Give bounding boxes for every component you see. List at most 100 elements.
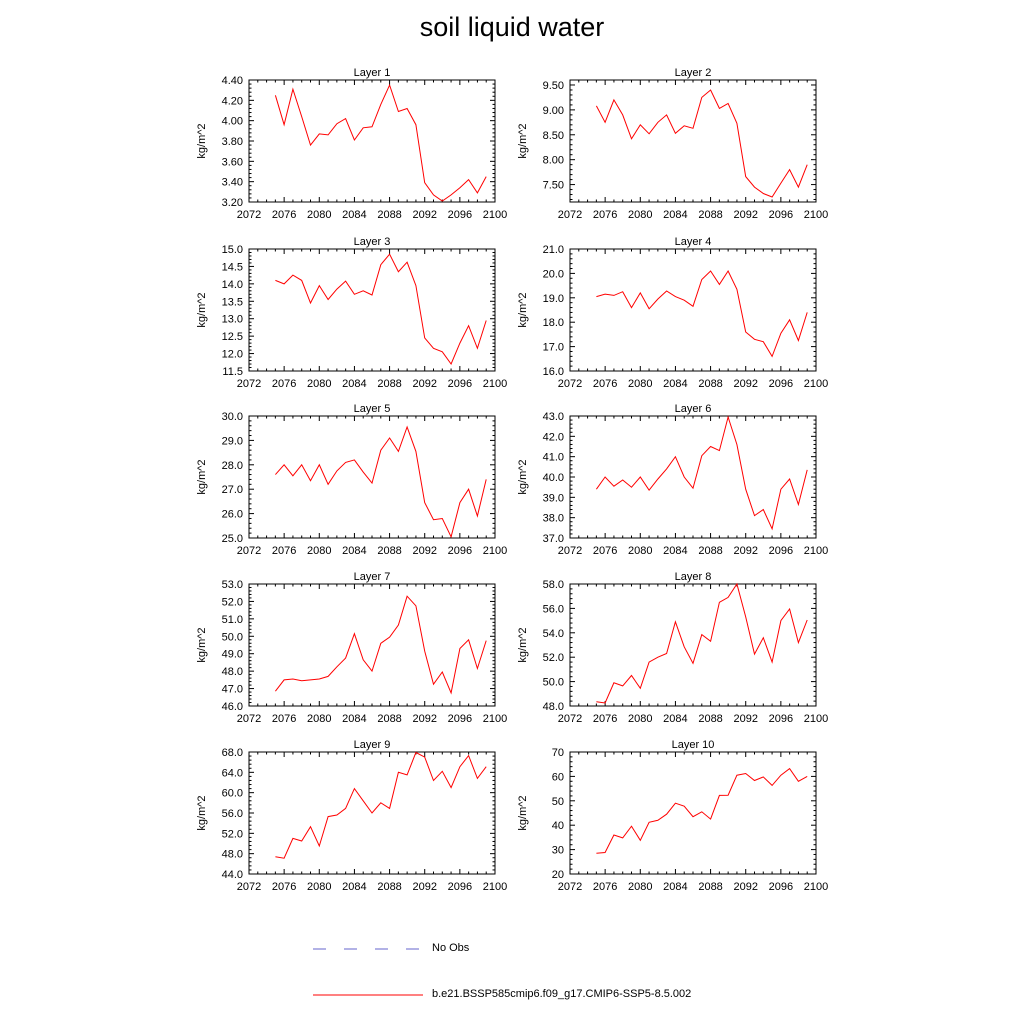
y-tick-label: 44.0 bbox=[222, 869, 243, 881]
x-tick-label: 2072 bbox=[237, 713, 261, 725]
y-tick-label: 13.0 bbox=[222, 314, 243, 326]
y-tick-label: 60 bbox=[552, 771, 564, 783]
y-tick-label: 53.0 bbox=[222, 579, 243, 591]
y-tick-label: 54.0 bbox=[543, 628, 564, 640]
y-tick-label: 26.0 bbox=[222, 509, 243, 521]
x-tick-label: 2088 bbox=[698, 209, 722, 221]
x-tick-label: 2084 bbox=[342, 209, 366, 221]
y-tick-label: 15.0 bbox=[222, 244, 243, 256]
x-tick-label: 2072 bbox=[558, 713, 582, 725]
chart-panel-1: Layer 1 kg/m^2 2072 2076 2080 2084 2088 2092 209… bbox=[196, 67, 507, 221]
x-tick-label: 2080 bbox=[628, 545, 652, 557]
chart-panel-9: Layer 9 kg/m^2 2072 2076 2080 2084 2088 2092 209… bbox=[196, 739, 507, 893]
series-line bbox=[275, 253, 487, 366]
y-tick-label: 38.0 bbox=[543, 513, 564, 525]
y-axis-label: kg/m^2 bbox=[196, 795, 208, 830]
x-tick-label: 2080 bbox=[307, 209, 331, 221]
series-line bbox=[595, 415, 808, 531]
x-tick-label: 2088 bbox=[377, 545, 401, 557]
x-tick-label: 2088 bbox=[377, 378, 401, 390]
y-tick-label: 20 bbox=[552, 869, 564, 881]
y-tick-label: 43.0 bbox=[543, 411, 564, 423]
y-axis-label: kg/m^2 bbox=[196, 459, 208, 494]
x-tick-label: 2072 bbox=[558, 209, 582, 221]
x-tick-label: 2072 bbox=[558, 545, 582, 557]
x-tick-label: 2096 bbox=[769, 713, 793, 725]
x-tick-label: 2080 bbox=[307, 545, 331, 557]
x-tick-label: 2100 bbox=[483, 209, 507, 221]
x-tick-label: 2100 bbox=[483, 545, 507, 557]
y-axis-label: kg/m^2 bbox=[196, 627, 208, 662]
y-tick-label: 64.0 bbox=[222, 767, 243, 779]
y-tick-label: 52.0 bbox=[222, 828, 243, 840]
panel-title: Layer 1 bbox=[354, 67, 391, 79]
x-tick-label: 2072 bbox=[237, 378, 261, 390]
chart-panel-5: Layer 5 kg/m^2 2072 2076 2080 2084 2088 2092 209… bbox=[196, 403, 507, 557]
y-tick-label: 37.0 bbox=[543, 533, 564, 545]
x-tick-label: 2100 bbox=[804, 881, 828, 893]
x-tick-label: 2076 bbox=[272, 881, 296, 893]
x-tick-label: 2076 bbox=[272, 545, 296, 557]
y-tick-label: 29.0 bbox=[222, 435, 243, 447]
y-tick-label: 20.0 bbox=[543, 268, 564, 280]
x-tick-label: 2096 bbox=[448, 209, 472, 221]
x-tick-label: 2080 bbox=[307, 713, 331, 725]
legend-label-model: b.e21.BSSP585cmip6.f09_g17.CMIP6-SSP5-8.… bbox=[432, 988, 692, 1000]
y-axis-label: kg/m^2 bbox=[517, 292, 529, 327]
x-tick-label: 2100 bbox=[804, 378, 828, 390]
panel-title: Layer 9 bbox=[354, 739, 391, 751]
x-tick-label: 2096 bbox=[448, 545, 472, 557]
x-tick-label: 2084 bbox=[663, 378, 687, 390]
y-tick-label: 50 bbox=[552, 796, 564, 808]
y-tick-label: 19.0 bbox=[543, 293, 564, 305]
y-axis-label: kg/m^2 bbox=[196, 123, 208, 158]
plot-frame bbox=[569, 583, 817, 707]
x-tick-label: 2092 bbox=[733, 881, 757, 893]
y-tick-label: 41.0 bbox=[543, 452, 564, 464]
x-tick-label: 2088 bbox=[698, 545, 722, 557]
plot-frame bbox=[569, 751, 817, 875]
panel-title: Layer 10 bbox=[672, 739, 715, 751]
y-tick-label: 12.0 bbox=[222, 349, 243, 361]
y-axis-label: kg/m^2 bbox=[517, 627, 529, 662]
y-tick-label: 58.0 bbox=[543, 579, 564, 591]
y-tick-label: 27.0 bbox=[222, 484, 243, 496]
y-tick-label: 17.0 bbox=[543, 342, 564, 354]
x-tick-label: 2092 bbox=[733, 378, 757, 390]
x-tick-label: 2100 bbox=[483, 378, 507, 390]
y-tick-label: 48.0 bbox=[222, 666, 243, 678]
y-axis-label: kg/m^2 bbox=[517, 459, 529, 494]
plot-frame bbox=[569, 79, 817, 203]
x-tick-label: 2092 bbox=[412, 881, 436, 893]
y-tick-label: 8.50 bbox=[543, 130, 564, 142]
legend-label-no-obs: No Obs bbox=[432, 942, 470, 954]
x-tick-label: 2100 bbox=[483, 881, 507, 893]
y-tick-label: 14.5 bbox=[222, 261, 243, 273]
x-tick-label: 2096 bbox=[448, 378, 472, 390]
x-tick-label: 2100 bbox=[804, 545, 828, 557]
x-tick-label: 2080 bbox=[628, 713, 652, 725]
x-tick-label: 2096 bbox=[448, 713, 472, 725]
x-tick-label: 2088 bbox=[698, 713, 722, 725]
y-tick-label: 28.0 bbox=[222, 460, 243, 472]
x-tick-label: 2080 bbox=[307, 378, 331, 390]
y-tick-label: 30 bbox=[552, 845, 564, 857]
y-tick-label: 49.0 bbox=[222, 649, 243, 661]
x-tick-label: 2080 bbox=[628, 209, 652, 221]
panel-title: Layer 6 bbox=[675, 403, 712, 415]
y-tick-label: 60.0 bbox=[222, 788, 243, 800]
y-tick-label: 68.0 bbox=[222, 747, 243, 759]
x-tick-label: 2084 bbox=[342, 881, 366, 893]
y-tick-label: 52.0 bbox=[543, 652, 564, 664]
y-tick-label: 13.5 bbox=[222, 296, 243, 308]
x-tick-label: 2084 bbox=[663, 545, 687, 557]
x-tick-label: 2076 bbox=[272, 713, 296, 725]
chart-panel-8: Layer 8 kg/m^2 2072 2076 2080 2084 2088 2092 209… bbox=[517, 571, 828, 725]
y-tick-label: 56.0 bbox=[222, 808, 243, 820]
y-tick-label: 18.0 bbox=[543, 317, 564, 329]
x-tick-label: 2076 bbox=[272, 209, 296, 221]
y-tick-label: 4.40 bbox=[222, 75, 243, 87]
chart-panel-10: Layer 10 kg/m^2 2072 2076 2080 2084 2088 2092 20… bbox=[517, 739, 828, 893]
chart-panel-6: Layer 6 kg/m^2 2072 2076 2080 2084 2088 2092 209… bbox=[517, 403, 828, 557]
